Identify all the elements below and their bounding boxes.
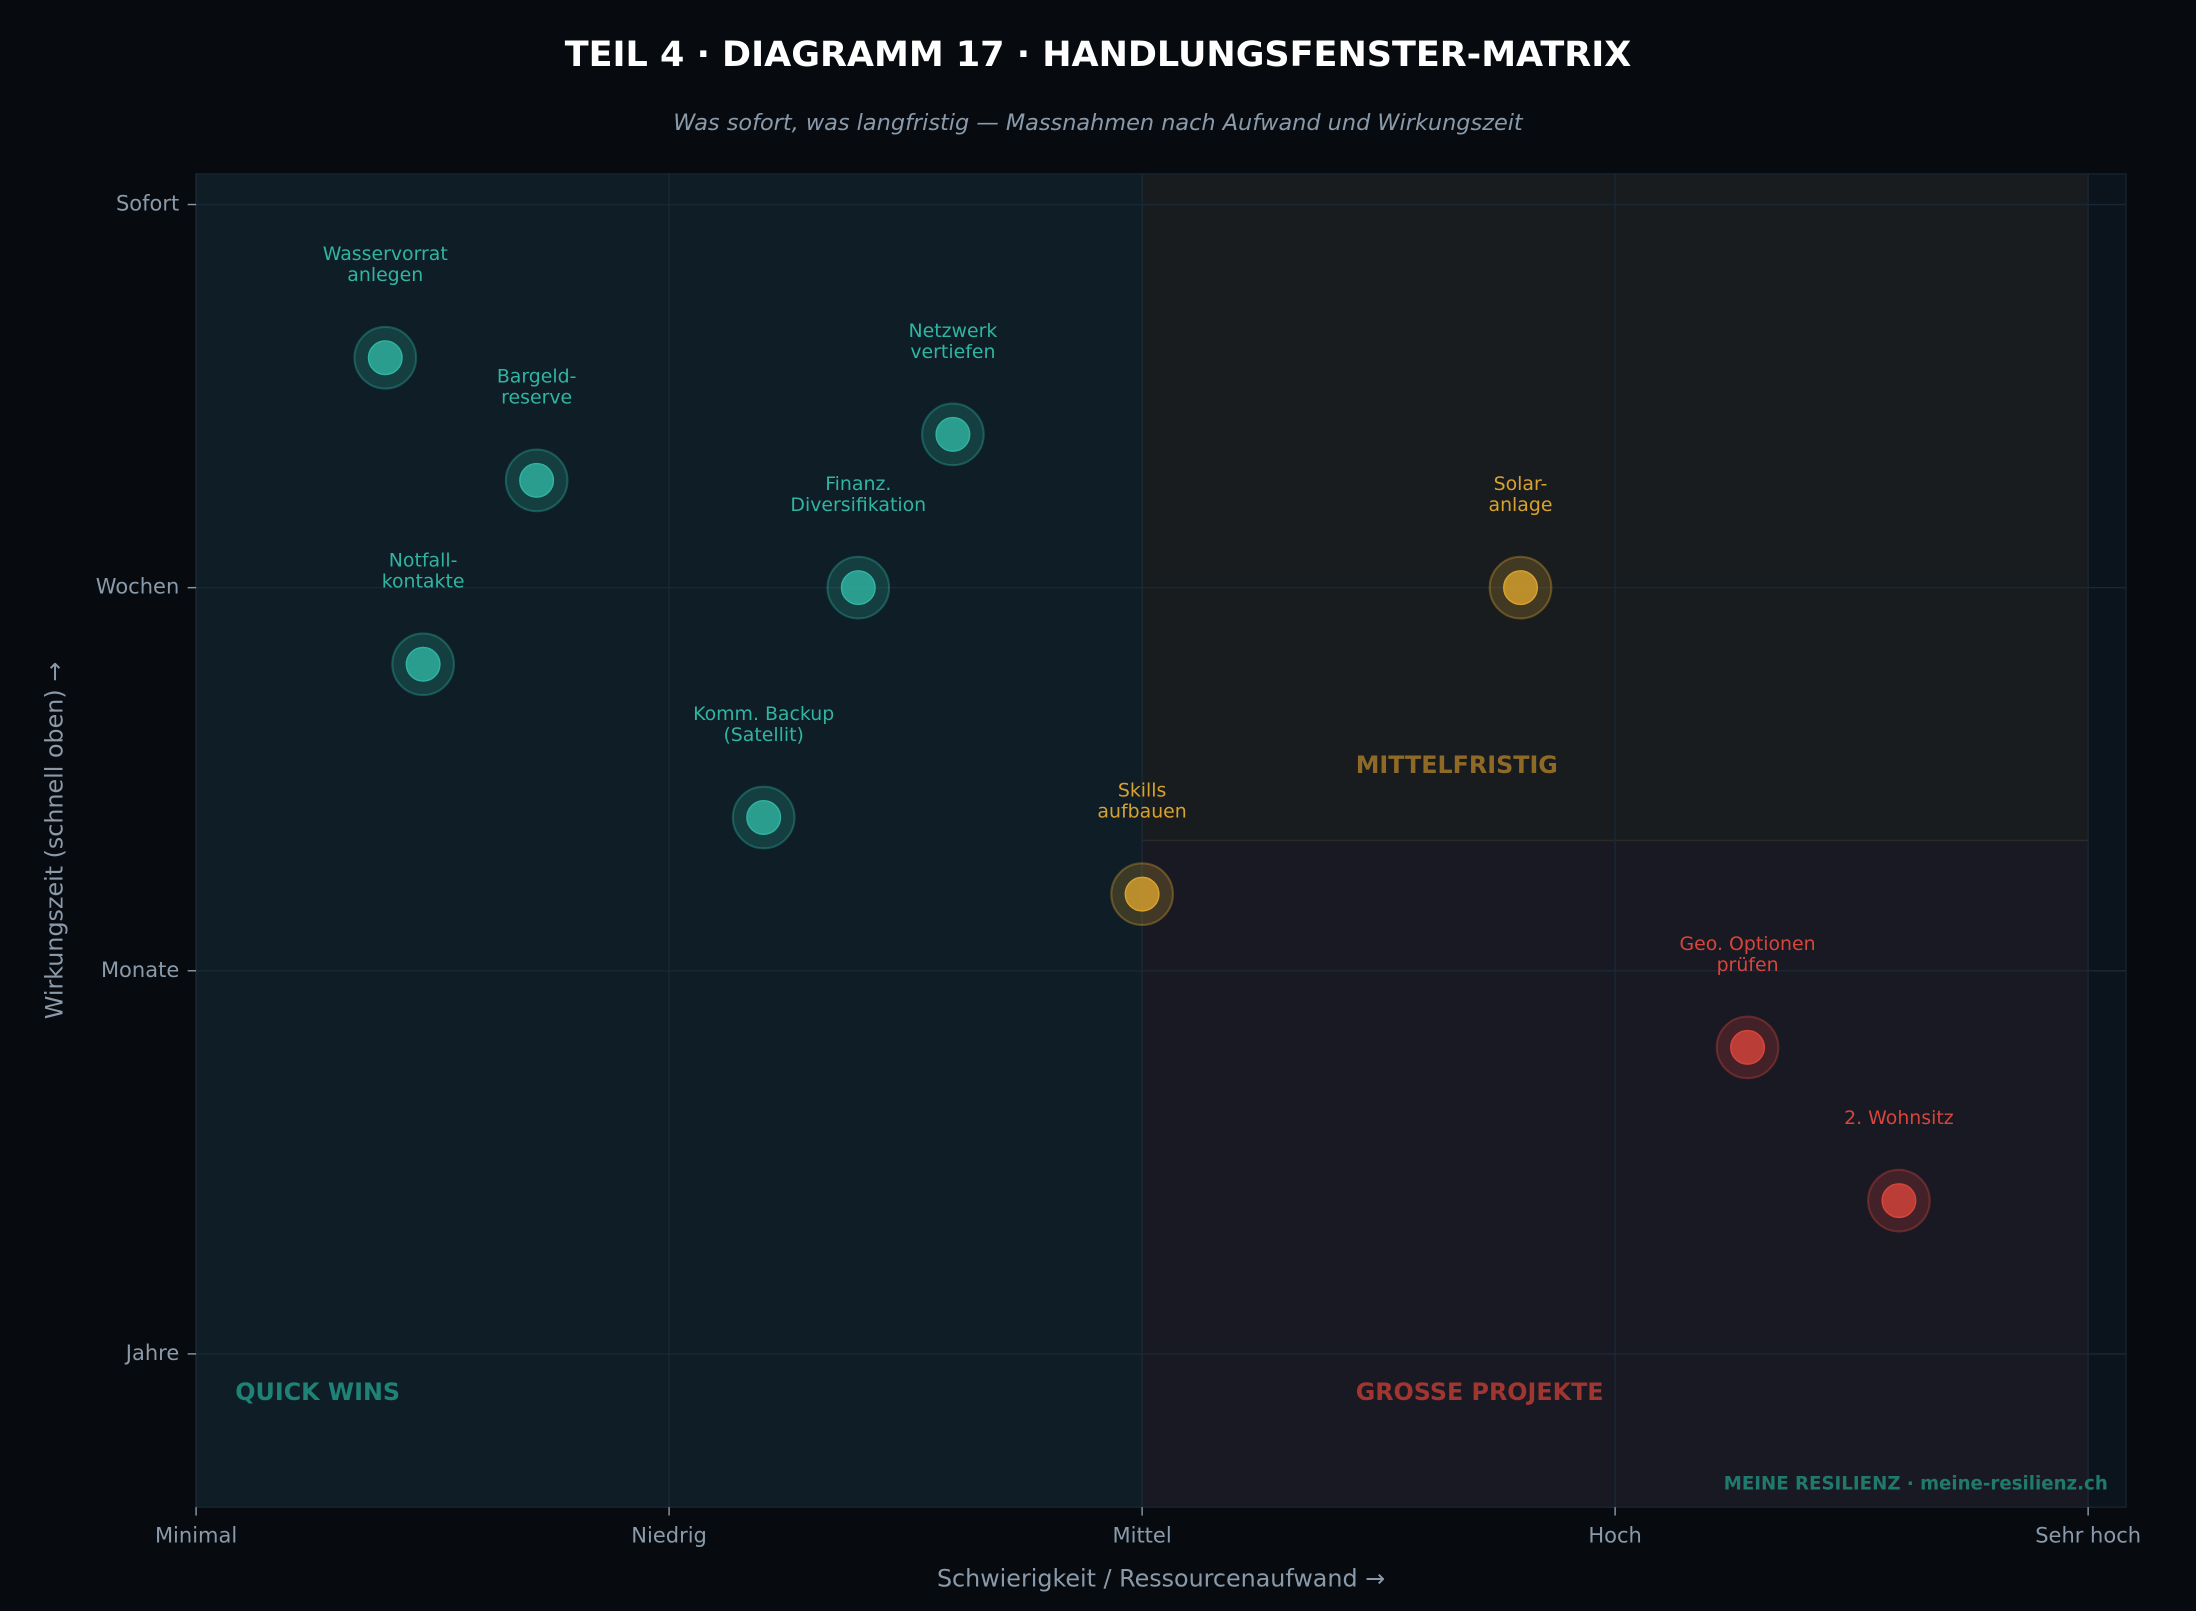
point-label-line: Notfall- (389, 549, 458, 571)
point-label-line: Solar- (1494, 473, 1548, 495)
watermark: MEINE RESILIENZ · meine-resilienz.ch (1724, 1474, 2108, 1495)
point-label-line: (Satellit) (723, 723, 804, 745)
x-tick-label: Niedrig (631, 1524, 707, 1548)
point-label: Komm. Backup (Satellit) (693, 702, 834, 745)
point-label-line: Finanz. (825, 473, 891, 495)
point-label: Skills aufbauen (1097, 779, 1186, 822)
point (367, 340, 403, 376)
point-label: Geo. Optionen prüfen (1679, 932, 1815, 975)
point-label: Wasservorrat anlegen (323, 243, 448, 286)
point-label-line: Geo. Optionen (1679, 932, 1815, 954)
point-label: Finanz. Diversifikation (790, 473, 926, 516)
point-label-line: vertiefen (910, 340, 995, 362)
x-axis-label: Schwierigkeit / Ressourcenaufwand → (937, 1564, 1385, 1592)
point (746, 800, 782, 836)
x-tick-label: Mittel (1113, 1524, 1172, 1548)
point (405, 646, 441, 682)
zone-label: QUICK WINS (235, 1378, 400, 1406)
point (1881, 1183, 1917, 1219)
point (1730, 1029, 1766, 1065)
x-tick-label: Sehr hoch (2035, 1524, 2141, 1548)
point (519, 462, 555, 498)
plot-area: Minimal Niedrig Mittel Hoch Sehr hoch Jahre Mo… (96, 173, 2141, 1548)
point-label-line: Netzwerk (908, 319, 997, 341)
zone-label: GROSSE PROJEKTE (1356, 1378, 1604, 1406)
chart-title: TEIL 4 · DIAGRAMM 17 · HANDLUNGSFENSTER-… (565, 35, 1632, 75)
zone-label: MITTELFRISTIG (1356, 751, 1558, 779)
x-tick-label: Minimal (155, 1524, 237, 1548)
zone-edge (2088, 173, 2126, 1508)
point-label-line: reserve (501, 386, 572, 408)
point (1124, 876, 1160, 912)
point-label: 2. Wohnsitz (1844, 1107, 1954, 1129)
point-label-line: 2. Wohnsitz (1844, 1107, 1954, 1129)
point (1503, 570, 1539, 606)
y-tick-label: Sofort (116, 192, 179, 216)
point (935, 416, 971, 452)
point-label-line: Komm. Backup (693, 702, 834, 724)
point-label-line: Diversifikation (790, 494, 926, 516)
point (840, 570, 876, 606)
point-label-line: anlegen (347, 264, 423, 286)
y-tick-label: Jahre (124, 1341, 179, 1365)
point-label-line: aufbauen (1097, 800, 1186, 822)
point-label-line: Wasservorrat (323, 243, 448, 265)
point-label-line: anlage (1489, 494, 1553, 516)
y-axis-label: Wirkungszeit (schnell oben) → (41, 662, 69, 1019)
point-label-line: Skills (1118, 779, 1167, 801)
point-label-line: Bargeld- (497, 365, 577, 387)
point-label: Bargeld-reserve (497, 365, 577, 408)
y-tick-label: Wochen (96, 575, 179, 599)
chart-subtitle: Was sofort, was langfristig — Massnahmen… (673, 110, 1524, 136)
y-tick-label: Monate (101, 958, 179, 982)
point-label: Notfall-kontakte (382, 549, 465, 592)
point-label-line: prüfen (1717, 953, 1779, 975)
point-label: Solar-anlage (1489, 473, 1553, 516)
point-label: Netzwerk vertiefen (908, 319, 997, 362)
point-label-line: kontakte (382, 570, 465, 592)
x-tick-label: Hoch (1588, 1524, 1641, 1548)
